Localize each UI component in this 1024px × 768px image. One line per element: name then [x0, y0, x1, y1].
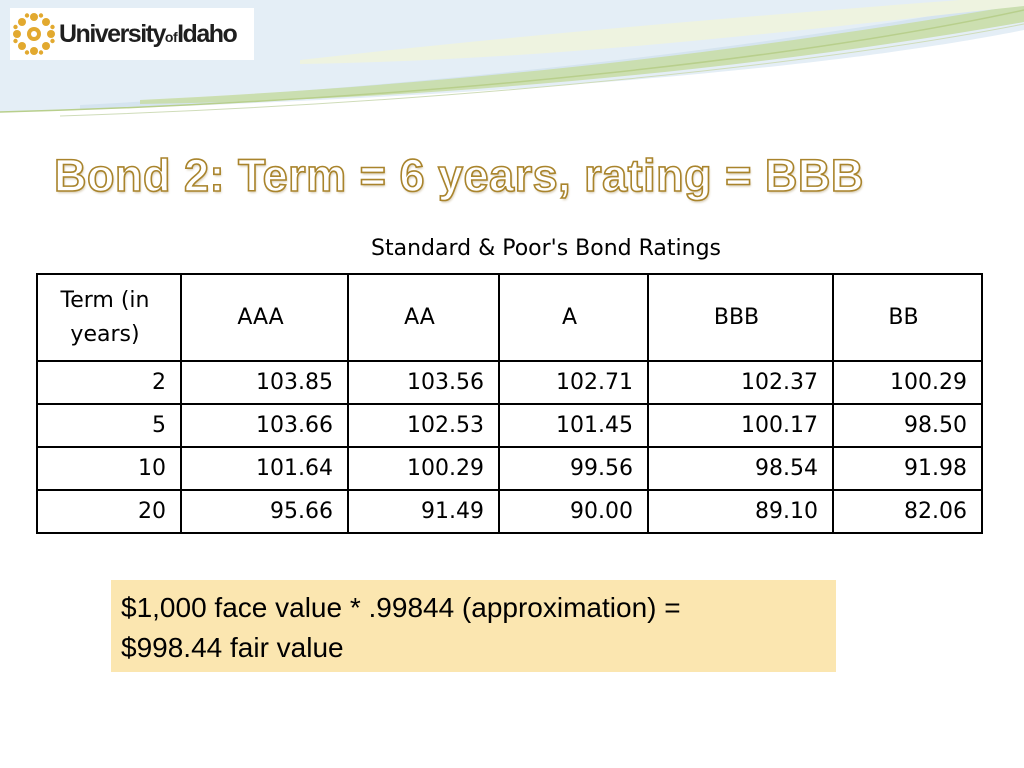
cell-term: 10	[36, 446, 182, 491]
cell-bb: 82.06	[832, 489, 983, 534]
header-aa: AA	[347, 273, 500, 362]
cell-aaa: 95.66	[180, 489, 349, 534]
table-caption: Standard & Poor's Bond Ratings	[371, 236, 722, 261]
table-row: 2 103.85 103.56 102.71 102.37 100.29	[36, 360, 983, 405]
cell-bb: 98.50	[832, 403, 983, 448]
table-row: 20 95.66 91.49 90.00 89.10 82.06	[36, 489, 983, 534]
cell-a: 102.71	[498, 360, 649, 405]
cell-aa: 103.56	[347, 360, 500, 405]
note-line-2: $998.44 fair value	[121, 632, 344, 663]
logo-word-of: of	[164, 28, 178, 45]
cell-bb: 100.29	[832, 360, 983, 405]
logo-wordmark: UniversityofIdaho	[59, 19, 238, 49]
header-a: A	[498, 273, 649, 362]
cell-term: 2	[36, 360, 182, 405]
logo-word-idaho: Idaho	[177, 19, 238, 48]
header-term: Term (in years)	[36, 273, 182, 362]
decorative-header-swoosh	[0, 0, 1024, 117]
cell-bbb: 102.37	[647, 360, 834, 405]
cell-aa: 102.53	[347, 403, 500, 448]
cell-a: 101.45	[498, 403, 649, 448]
slide-title: Bond 2: Term = 6 years, rating = BBB	[53, 149, 864, 202]
cell-term: 5	[36, 403, 182, 448]
sun-emblem-icon	[13, 13, 55, 55]
cell-a: 99.56	[498, 446, 649, 491]
cell-aaa: 103.85	[180, 360, 349, 405]
table-header-row: Term (in years) AAA AA A BBB BB	[36, 273, 983, 362]
university-logo: UniversityofIdaho	[10, 8, 254, 60]
bond-ratings-table: Term (in years) AAA AA A BBB BB 2 103.85…	[36, 273, 983, 534]
fair-value-note: $1,000 face value * .99844 (approximatio…	[111, 580, 836, 672]
cell-bb: 91.98	[832, 446, 983, 491]
note-line-1: $1,000 face value * .99844 (approximatio…	[121, 592, 681, 623]
logo-word-university: University	[59, 19, 166, 48]
cell-aa: 100.29	[347, 446, 500, 491]
cell-bbb: 100.17	[647, 403, 834, 448]
cell-aaa: 101.64	[180, 446, 349, 491]
table-row: 5 103.66 102.53 101.45 100.17 98.50	[36, 403, 983, 448]
header-bbb: BBB	[647, 273, 834, 362]
cell-aa: 91.49	[347, 489, 500, 534]
cell-aaa: 103.66	[180, 403, 349, 448]
cell-bbb: 89.10	[647, 489, 834, 534]
cell-bbb: 98.54	[647, 446, 834, 491]
cell-term: 20	[36, 489, 182, 534]
cell-a: 90.00	[498, 489, 649, 534]
header-aaa: AAA	[180, 273, 349, 362]
table-row: 10 101.64 100.29 99.56 98.54 91.98	[36, 446, 983, 491]
header-bb: BB	[832, 273, 983, 362]
